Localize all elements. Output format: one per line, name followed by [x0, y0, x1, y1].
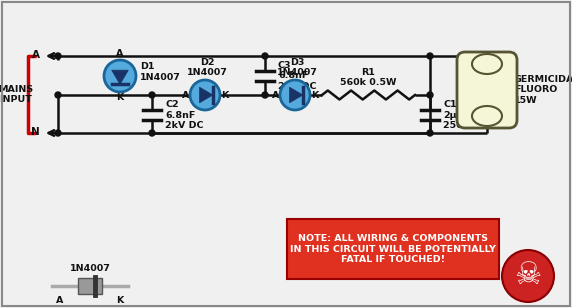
Circle shape [427, 53, 433, 59]
Text: A: A [116, 49, 124, 58]
Text: C2
6.8nF
2kV DC: C2 6.8nF 2kV DC [165, 100, 204, 130]
Text: C3
6.8nF
2kV DC: C3 6.8nF 2kV DC [278, 61, 316, 91]
Circle shape [55, 130, 61, 136]
Circle shape [149, 92, 155, 98]
Text: A: A [56, 296, 63, 305]
Circle shape [262, 53, 268, 59]
Text: K: K [221, 91, 228, 99]
Circle shape [280, 80, 310, 110]
Ellipse shape [472, 54, 502, 74]
Text: MAINS
INPUT: MAINS INPUT [0, 85, 34, 104]
Circle shape [502, 250, 554, 302]
Text: K: K [116, 296, 124, 305]
Text: ☠: ☠ [514, 261, 542, 290]
Text: A: A [272, 91, 279, 99]
Text: D3
1N4007: D3 1N4007 [277, 58, 317, 77]
Polygon shape [112, 70, 128, 84]
Text: NOTE: ALL WIRING & COMPONENTS
IN THIS CIRCUIT WILL BE POTENTIALLY
FATAL IF TOUCH: NOTE: ALL WIRING & COMPONENTS IN THIS CI… [290, 234, 496, 264]
Circle shape [427, 92, 433, 98]
Circle shape [55, 53, 61, 59]
Text: R1
560k 0.5W: R1 560k 0.5W [340, 67, 397, 87]
Polygon shape [289, 87, 303, 103]
Text: A: A [182, 91, 189, 99]
Text: GERMICIDAL
FLUORO
15W: GERMICIDAL FLUORO 15W [514, 75, 572, 105]
FancyBboxPatch shape [457, 52, 517, 128]
Polygon shape [200, 87, 213, 103]
Text: D2
1N4007: D2 1N4007 [186, 58, 228, 77]
Circle shape [190, 80, 220, 110]
Circle shape [427, 130, 433, 136]
Circle shape [149, 130, 155, 136]
FancyBboxPatch shape [287, 219, 499, 279]
Text: 1N4007: 1N4007 [70, 264, 110, 273]
Text: C1
2μF
250V AC: C1 2μF 250V AC [443, 100, 487, 130]
Text: A: A [32, 50, 40, 60]
Circle shape [262, 92, 268, 98]
Ellipse shape [472, 106, 502, 126]
Text: K: K [116, 93, 124, 102]
Circle shape [104, 60, 136, 92]
Text: N: N [31, 127, 40, 137]
Text: K: K [311, 91, 318, 99]
FancyBboxPatch shape [78, 278, 102, 294]
Text: D1
1N4007: D1 1N4007 [140, 62, 181, 82]
Circle shape [55, 92, 61, 98]
